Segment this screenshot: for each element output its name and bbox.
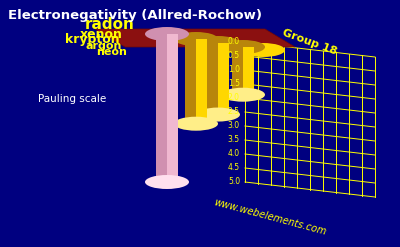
Ellipse shape (196, 107, 240, 122)
Text: 1.5: 1.5 (228, 80, 240, 88)
Text: argon: argon (86, 41, 122, 51)
Text: 0.0: 0.0 (228, 38, 240, 46)
Ellipse shape (221, 40, 265, 54)
Text: krypton: krypton (65, 34, 120, 46)
Text: 4.0: 4.0 (228, 149, 240, 159)
FancyBboxPatch shape (185, 39, 196, 124)
FancyBboxPatch shape (243, 47, 254, 95)
FancyBboxPatch shape (196, 39, 207, 124)
FancyBboxPatch shape (218, 43, 229, 115)
Ellipse shape (145, 27, 189, 41)
Text: www.webelements.com: www.webelements.com (213, 197, 327, 237)
Ellipse shape (145, 175, 189, 189)
Text: 3.5: 3.5 (228, 136, 240, 144)
Text: Pauling scale: Pauling scale (38, 94, 106, 104)
Text: 2.0: 2.0 (228, 94, 240, 103)
Text: xenon: xenon (80, 28, 123, 41)
Ellipse shape (174, 32, 218, 46)
Text: Group 18: Group 18 (281, 27, 339, 57)
FancyBboxPatch shape (207, 43, 218, 115)
Text: radon: radon (85, 18, 135, 33)
Text: 1.0: 1.0 (228, 65, 240, 75)
Text: 0.5: 0.5 (228, 52, 240, 61)
Ellipse shape (174, 117, 218, 131)
FancyBboxPatch shape (167, 34, 178, 182)
FancyBboxPatch shape (156, 34, 167, 182)
FancyBboxPatch shape (232, 47, 243, 95)
Polygon shape (95, 29, 295, 47)
Ellipse shape (241, 43, 285, 57)
Text: 2.5: 2.5 (228, 107, 240, 117)
Text: neon: neon (96, 47, 127, 57)
Text: 4.5: 4.5 (228, 164, 240, 172)
Text: 5.0: 5.0 (228, 178, 240, 186)
Text: 3.0: 3.0 (228, 122, 240, 130)
Text: Electronegativity (Allred-Rochow): Electronegativity (Allred-Rochow) (8, 9, 262, 22)
Ellipse shape (196, 36, 240, 50)
Ellipse shape (221, 88, 265, 102)
